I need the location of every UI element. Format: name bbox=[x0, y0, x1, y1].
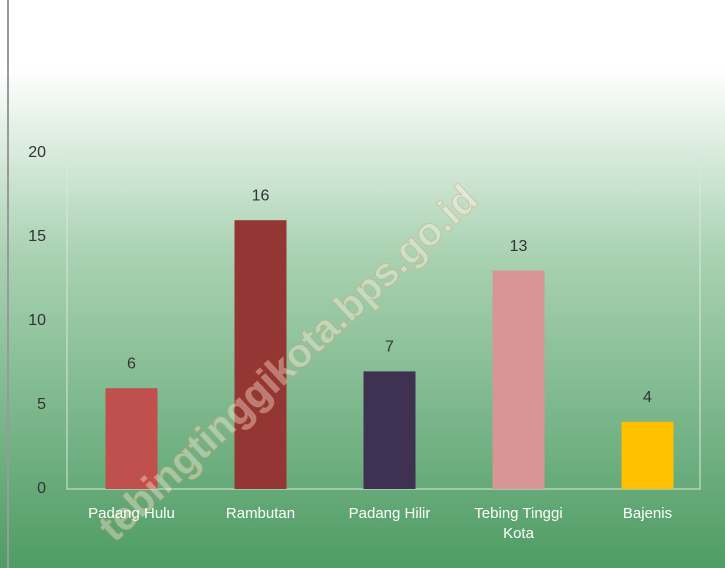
bar bbox=[492, 270, 545, 489]
y-tick-label: 20 bbox=[28, 144, 46, 161]
bar bbox=[621, 421, 674, 489]
data-label: 16 bbox=[252, 187, 270, 204]
y-tick-label: 15 bbox=[28, 228, 46, 245]
x-tick-label: Padang Hulu bbox=[88, 505, 175, 522]
data-label: 13 bbox=[510, 238, 528, 255]
bar bbox=[363, 371, 416, 489]
x-tick-label: Rambutan bbox=[225, 505, 296, 522]
y-tick-label: 0 bbox=[37, 480, 46, 497]
x-tick-label: Tebing Tinggi Kota bbox=[474, 505, 563, 542]
bar bbox=[234, 220, 287, 489]
x-tick-label: Bajenis bbox=[622, 505, 673, 522]
data-label: 6 bbox=[127, 355, 136, 372]
data-label: 7 bbox=[385, 339, 394, 356]
y-tick-label: 5 bbox=[37, 396, 46, 413]
bar bbox=[105, 388, 158, 489]
data-label: 4 bbox=[643, 389, 652, 406]
y-tick-label: 10 bbox=[28, 312, 46, 329]
watermark: tebingtinggikota.bps.go.id bbox=[91, 177, 487, 550]
x-tick-label: Padang Hilir bbox=[348, 505, 431, 522]
